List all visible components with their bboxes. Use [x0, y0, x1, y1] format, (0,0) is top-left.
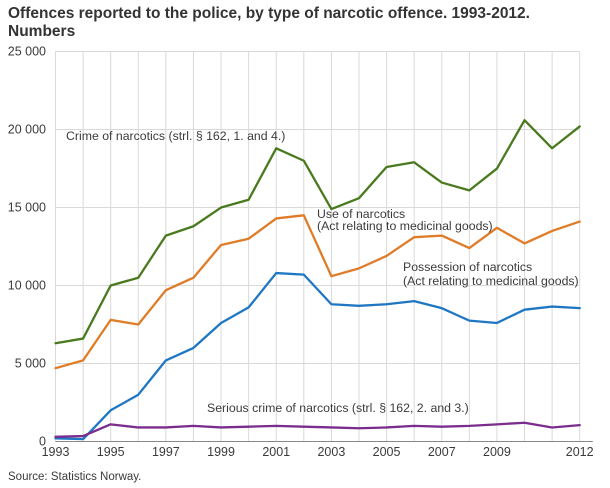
- svg-text:15 000: 15 000: [8, 201, 46, 215]
- svg-text:Crime of narcotics (strl. § 16: Crime of narcotics (strl. § 162, 1. and …: [66, 129, 285, 143]
- svg-text:20 000: 20 000: [8, 123, 46, 137]
- svg-text:10 000: 10 000: [8, 279, 46, 293]
- svg-text:Serious crime of narcotics (s: Serious crime of narcotics (strl. § 162,…: [207, 401, 469, 415]
- svg-text:(Act relating to medicinal goo: (Act relating to medicinal goods): [403, 274, 579, 288]
- svg-text:5 000: 5 000: [15, 357, 46, 371]
- svg-text:2009: 2009: [483, 445, 511, 459]
- svg-text:2001: 2001: [262, 445, 290, 459]
- svg-text:2012: 2012: [566, 445, 594, 459]
- svg-text:25 000: 25 000: [8, 45, 46, 59]
- svg-text:2005: 2005: [373, 445, 401, 459]
- svg-text:1995: 1995: [97, 445, 125, 459]
- svg-text:Possession of narcotics: Possession of narcotics: [403, 260, 532, 274]
- svg-text:2003: 2003: [317, 445, 345, 459]
- svg-text:1993: 1993: [42, 445, 70, 459]
- svg-text:1999: 1999: [207, 445, 235, 459]
- svg-text:2007: 2007: [428, 445, 456, 459]
- svg-text:(Act relating to medicinal goo: (Act relating to medicinal goods): [317, 219, 493, 233]
- svg-text:1997: 1997: [152, 445, 180, 459]
